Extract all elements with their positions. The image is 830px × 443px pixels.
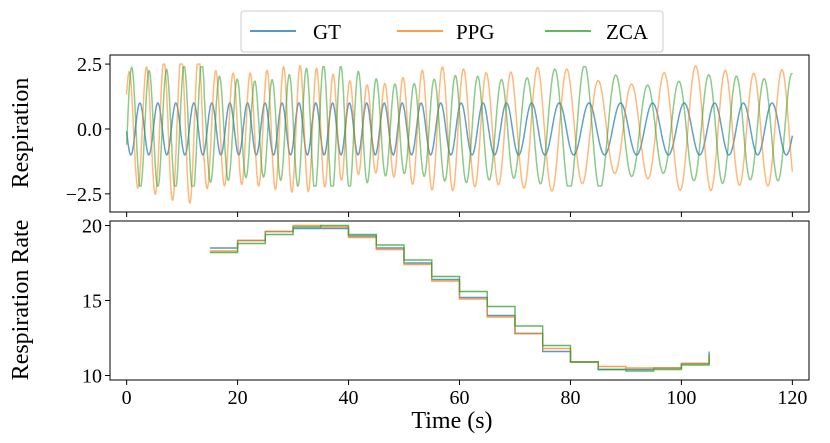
respiration-ytick-label: 2.5	[77, 54, 102, 76]
legend-label-gt: GT	[313, 20, 341, 44]
respiration-rate-line-zca	[209, 224, 710, 372]
respiration-series-group	[125, 63, 794, 205]
respiration-rate-ytick-label: 15	[82, 291, 102, 313]
respiration-rate-xtick-label: 0	[122, 387, 132, 409]
legend-frame	[240, 10, 664, 53]
respiration-ytick-label: −2.5	[66, 184, 102, 206]
respiration-rate-ytick-label: 20	[82, 216, 102, 238]
respiration-rate-xtick-label: 80	[560, 387, 580, 409]
respiration-rate-xtick-label: 40	[339, 387, 359, 409]
legend: GT PPG ZCA	[240, 10, 664, 53]
respiration-ytick-label: 0.0	[77, 119, 102, 141]
respiration-rate-xtick-label: 120	[777, 387, 807, 409]
respiration-rate-axes-frame	[109, 220, 810, 381]
respiration-ylabel: Respiration	[8, 78, 34, 189]
respiration-rate-ytick-label: 10	[82, 366, 102, 388]
respiration-rate-panel: 10 15 20 0 20 40 60 80 100 120 Respiration Rate T…	[8, 216, 810, 434]
respiration-rate-xtick-label: 60	[450, 387, 470, 409]
legend-label-zca: ZCA	[606, 20, 649, 44]
respiration-rate-ylabel: Respiration Rate	[8, 220, 34, 381]
respiration-rate-xtick-label: 100	[666, 387, 696, 409]
respiration-rate-line-ppg	[209, 224, 710, 369]
time-xlabel: Time (s)	[411, 408, 492, 434]
legend-label-ppg: PPG	[456, 20, 495, 44]
respiration-panel: 2.5 0.0 −2.5 Respiration	[8, 54, 810, 217]
respiration-rate-series-group	[209, 224, 710, 372]
respiration-rate-xtick-label: 20	[228, 387, 248, 409]
respiration-ticks: 2.5 0.0 −2.5	[66, 54, 793, 217]
respiration-rate-ticks: 10 15 20 0 20 40 60 80 100 120	[82, 216, 807, 410]
respiration-line-zca	[125, 65, 793, 187]
